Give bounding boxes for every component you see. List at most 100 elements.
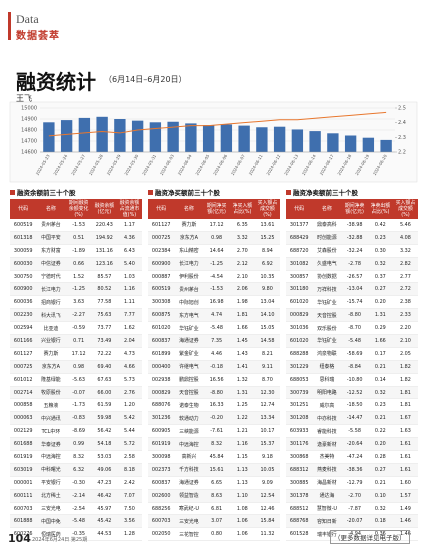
cell: -1.53 [65,219,92,232]
cell: -58.69 [341,347,368,361]
page-number: 104 [8,532,31,545]
cell: 纽泰格 [312,360,342,374]
row: 600837 海通证券 7.35 1.45 14.58 [148,334,280,348]
cell: -0.07 [65,386,92,400]
cell: 600703 [148,514,175,529]
row: 301180 万祥科技 -13.04 0.27 2.72 [286,282,418,297]
cell: -7.61 [203,424,230,439]
cell: 8.70 [254,373,280,387]
cell: 601020 [286,295,313,310]
cell: -1.25 [65,282,92,297]
cell: -5.48 [203,321,230,336]
header-cell: 期间净卖额(亿元) [341,199,368,219]
cell: 三峡能源 [174,424,204,439]
cell: 12.46 [254,502,280,516]
section-en: Data [16,12,39,26]
cell: 三安光电 [174,514,204,529]
row: 300868 杰美特 -47.24 0.28 1.61 [286,450,418,464]
row: 000063 中兴通讯 -0.83 59.98 5.42 [10,411,142,426]
cell: 天音控股 [312,308,342,323]
cell: 601919 [10,450,37,464]
cell: 1.25 [229,398,255,413]
cell: -4.94 [341,527,368,542]
tbody: 301377 鼎泰高科 -38.98 0.42 5.46 688429 时创能源 -32.88… [286,219,418,542]
row: 688256 寒武纪-U 6.81 1.08 12.46 [148,502,280,516]
cell: 0.18 [367,514,393,529]
cell: 8.18 [116,463,142,477]
cell: 77.58 [91,295,117,310]
cell: 2.42 [116,476,142,490]
cell: 比亚迪 [36,321,66,336]
cell: 13.34 [254,411,280,426]
header-cell: 净买入额占比(%) [229,199,255,219]
cell: 600875 [148,308,175,323]
cell: 7.35 [203,334,230,348]
data-table: 代码 名称 期间净买额(亿元) 净买入额占比(%) 买入额占成交额(%) 601127 赛力… [148,199,280,542]
cell: 2.20 [392,321,418,336]
cell: 0.21 [367,360,393,374]
cell: 601919 [148,437,175,452]
cell: 002594 [10,321,37,336]
cell: 300059 [10,244,37,258]
header-cell: 期间净买额(亿元) [203,199,230,219]
cell: 千方科技 [174,463,204,477]
cell: 科大讯飞 [36,308,66,323]
cell: 4.46 [203,347,230,361]
cell: 中兴通讯 [36,411,66,426]
table-block: 融资净卖额前三十个股 代码 名称 期间净卖额(亿元) 净卖出额占比(%) 买入额占成交额(… [286,188,418,542]
row: 688076 诺泰生物 16.33 1.25 12.74 [148,398,280,413]
cell: 1.82 [392,360,418,374]
header-cell: 名称 [174,199,204,219]
cell: 301251 [286,398,313,413]
cell: 301082 [286,257,313,271]
cell: 2.38 [392,295,418,310]
cell: 600111 [10,489,37,503]
cell: 2.82 [392,257,418,271]
row: 688768 容知日新 -20.07 0.18 1.46 [286,514,418,529]
cell: -1.73 [65,398,92,413]
row: 000829 天音控股 -8.80 1.31 12.30 [148,386,280,400]
cell: 通达海 [312,489,342,503]
cell: 1.13 [229,476,255,490]
cell: 赛力斯 [174,219,204,232]
data-table: 代码 名称 期间融资余额变化(%) 融资余额(亿元) 融资余额占流通市值(%) 60051… [10,199,142,542]
cell: -1.25 [203,257,230,271]
cell: 1.61 [392,450,418,464]
cell: -5.48 [341,334,368,348]
row: 002129 TCL中环 -8.69 56.42 5.44 [10,424,142,439]
cell: 2.77 [392,270,418,284]
bar [380,139,392,152]
cell: 8.63 [203,489,230,503]
row: 300059 东方财富 -1.89 131.16 6.43 [10,244,142,258]
cell: 海昌新材 [312,476,342,490]
cell: 45.97 [91,502,117,516]
cell: 8.94 [254,244,280,258]
cell: 56.42 [91,424,117,439]
cell: 长江电力 [36,282,66,297]
cell: 5.42 [116,411,142,426]
cell: 软通动力 [174,411,204,426]
cell: 4.08 [392,231,418,245]
cell: 诺泰生物 [174,398,204,413]
cell: 601127 [148,219,175,232]
cell: 61.59 [91,398,117,413]
cell: 1.45 [229,334,255,348]
cell: 睿能科技 [312,424,342,439]
cell: 1.08 [229,502,255,516]
cell: 许继电气 [174,360,204,374]
thead: 代码 名称 期间融资余额变化(%) 融资余额(亿元) 融资余额占流通市值(%) [10,199,142,219]
cell: 2.76 [116,386,142,400]
cell: -15.74 [341,295,368,310]
row: 601020 华钰矿业 -5.48 1.66 15.05 [148,321,280,336]
cell: 688256 [148,502,175,516]
cell: 75.63 [91,308,117,323]
cell: 思科瑞 [312,373,342,387]
cell: 301378 [286,489,313,503]
cell: 002600 [148,489,175,503]
cell: 300750 [10,270,37,284]
cell: 1.16 [229,437,255,452]
cell: -8.84 [341,360,368,374]
cell: 0.20 [367,295,393,310]
cell: 601012 [10,373,37,387]
